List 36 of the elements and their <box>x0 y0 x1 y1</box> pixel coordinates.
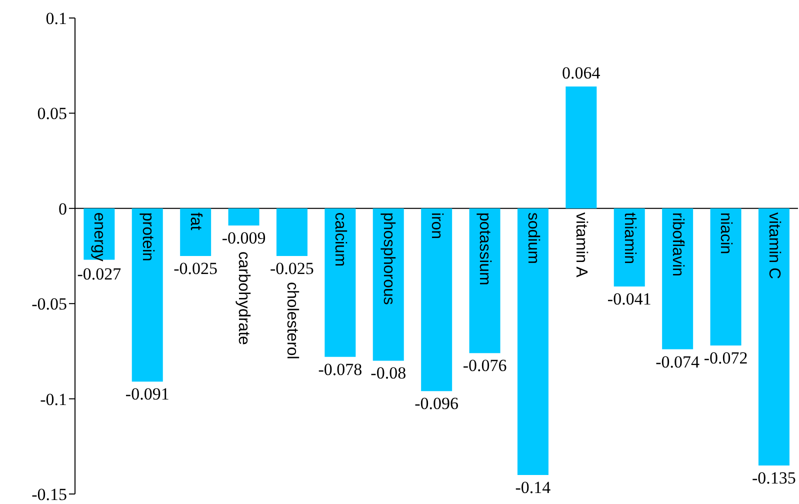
data-label: -0.08 <box>370 364 406 383</box>
data-label: -0.009 <box>222 228 266 248</box>
x-tick-label: phosphorous <box>380 212 397 305</box>
x-tick-label: fat <box>187 212 204 231</box>
data-label: -0.041 <box>607 289 652 308</box>
data-label: -0.14 <box>515 478 552 497</box>
x-tick-label: vitamin A <box>572 212 590 278</box>
data-label: -0.091 <box>125 384 170 404</box>
data-label: -0.096 <box>414 394 459 414</box>
data-label: -0.025 <box>174 259 218 278</box>
y-tick-label: -0.05 <box>32 294 67 314</box>
x-tick-label: thiamin <box>620 212 638 264</box>
data-label: -0.027 <box>77 264 122 284</box>
x-tick-label: niacin <box>717 212 734 254</box>
x-tick-label: calcium <box>332 212 349 267</box>
y-tick-label: 0.1 <box>46 9 67 28</box>
data-label: -0.078 <box>318 360 362 379</box>
data-label: -0.074 <box>656 352 700 372</box>
x-tick-label: vitamin C <box>765 212 782 280</box>
data-label: -0.025 <box>270 259 314 278</box>
data-label: 0.064 <box>562 64 601 83</box>
y-tick-label: -0.15 <box>32 485 67 504</box>
x-tick-label: energy <box>90 212 108 262</box>
x-tick-label: protein <box>138 212 156 262</box>
data-label: -0.072 <box>704 348 748 368</box>
y-tick-label: 0.05 <box>37 104 67 124</box>
y-tick-label: -0.1 <box>40 390 67 409</box>
x-tick-label: iron <box>428 212 445 240</box>
x-tick-label: sodium <box>524 212 542 264</box>
y-tick-label: 0 <box>58 199 67 218</box>
x-tick-label: carbohydrate <box>235 252 252 346</box>
x-tick-label: riboflavin <box>669 212 686 276</box>
data-label: -0.076 <box>462 356 507 376</box>
x-tick-label: potassium <box>476 212 494 286</box>
x-tick-label: cholesterol <box>283 282 300 360</box>
data-label: -0.135 <box>752 468 796 488</box>
